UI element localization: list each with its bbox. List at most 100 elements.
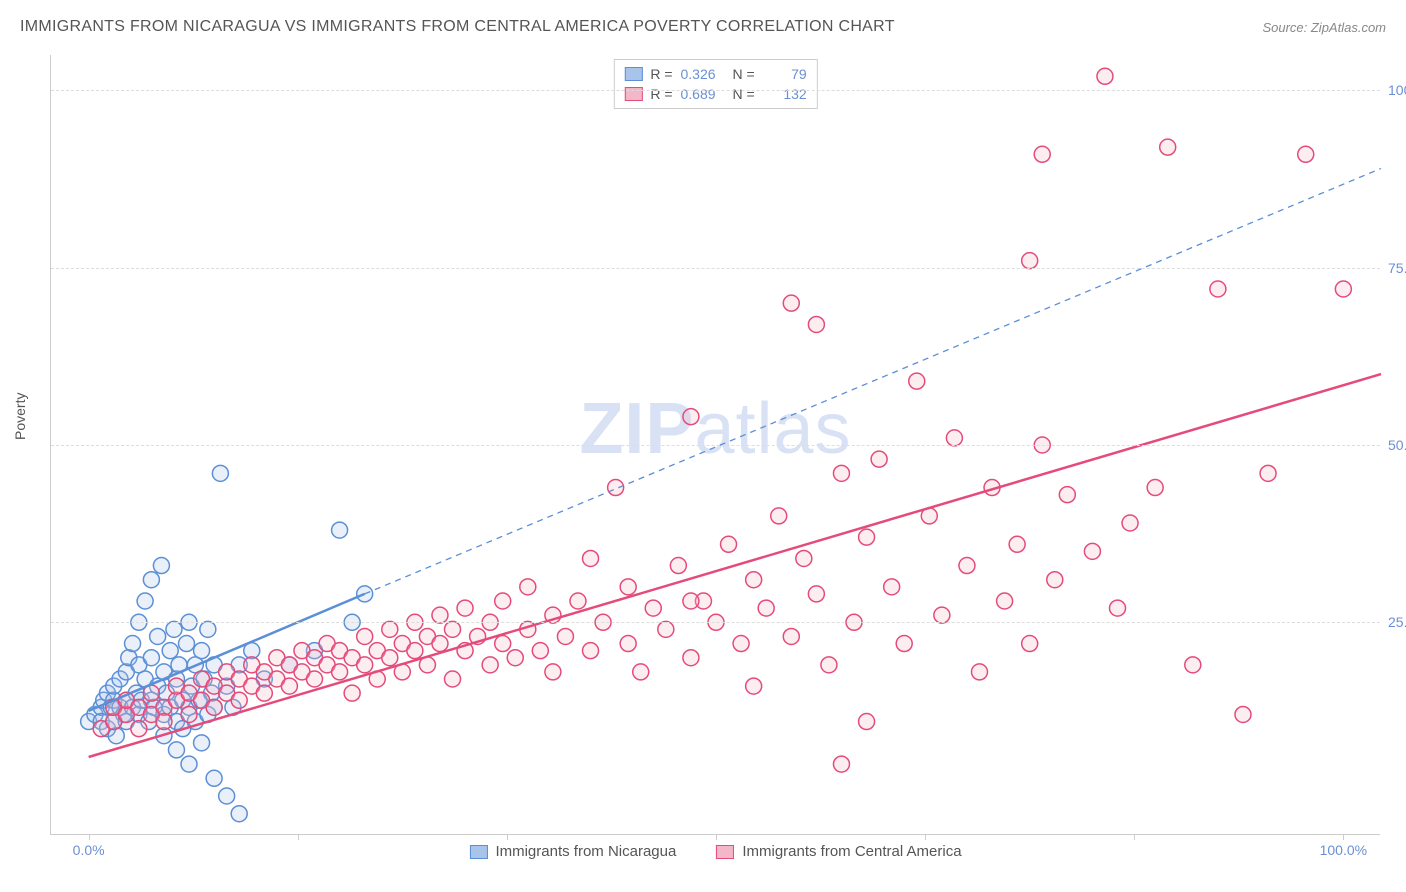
data-point	[432, 636, 448, 652]
data-point	[645, 600, 661, 616]
data-point	[583, 550, 599, 566]
data-point	[143, 572, 159, 588]
data-point	[206, 699, 222, 715]
data-point	[1022, 636, 1038, 652]
x-tick-mark	[716, 834, 717, 840]
grid-line	[51, 90, 1380, 91]
data-point	[200, 621, 216, 637]
data-point	[896, 636, 912, 652]
data-point	[357, 657, 373, 673]
data-point	[758, 600, 774, 616]
legend-swatch	[469, 845, 487, 859]
data-point	[833, 756, 849, 772]
data-point	[934, 607, 950, 623]
data-point	[608, 480, 624, 496]
data-point	[306, 671, 322, 687]
data-point	[137, 593, 153, 609]
data-point	[1235, 706, 1251, 722]
source-attribution: Source: ZipAtlas.com	[1262, 20, 1386, 35]
data-point	[1009, 536, 1025, 552]
legend-n-value: 79	[763, 64, 807, 84]
data-point	[150, 628, 166, 644]
data-point	[156, 714, 172, 730]
data-point	[683, 409, 699, 425]
correlation-legend: R = 0.326 N = 79R = 0.689 N = 132	[613, 59, 817, 109]
data-point	[871, 451, 887, 467]
data-point	[332, 664, 348, 680]
data-point	[179, 636, 195, 652]
data-point	[633, 664, 649, 680]
data-point	[407, 643, 423, 659]
data-point	[495, 593, 511, 609]
y-axis-label: Poverty	[12, 393, 28, 440]
data-point	[771, 508, 787, 524]
y-tick-label: 100.0%	[1388, 82, 1406, 98]
data-point	[520, 579, 536, 595]
data-point	[1185, 657, 1201, 673]
data-point	[1084, 543, 1100, 559]
data-point	[796, 550, 812, 566]
data-point	[859, 714, 875, 730]
y-tick-label: 25.0%	[1388, 614, 1406, 630]
data-point	[620, 636, 636, 652]
data-point	[1147, 480, 1163, 496]
data-point	[206, 770, 222, 786]
data-point	[570, 593, 586, 609]
data-point	[131, 721, 147, 737]
data-point	[1022, 253, 1038, 269]
legend-n-label: N =	[733, 84, 755, 104]
trend-line	[89, 374, 1381, 757]
data-point	[997, 593, 1013, 609]
data-point	[971, 664, 987, 680]
data-point	[457, 600, 473, 616]
data-point	[344, 685, 360, 701]
data-point	[1122, 515, 1138, 531]
data-point	[1059, 487, 1075, 503]
data-point	[721, 536, 737, 552]
legend-r-value: 0.326	[681, 64, 725, 84]
data-point	[162, 643, 178, 659]
trend-line-extrapolated	[365, 168, 1381, 593]
data-point	[231, 692, 247, 708]
data-point	[181, 756, 197, 772]
x-tick-label: 0.0%	[73, 842, 105, 858]
data-point	[143, 650, 159, 666]
data-point	[909, 373, 925, 389]
grid-line	[51, 622, 1380, 623]
data-point	[445, 621, 461, 637]
data-point	[783, 295, 799, 311]
data-point	[281, 678, 297, 694]
data-point	[1097, 68, 1113, 84]
data-point	[332, 522, 348, 538]
data-point	[445, 671, 461, 687]
data-point	[256, 685, 272, 701]
legend-stat-row: R =0.326N =79	[624, 64, 806, 84]
data-point	[884, 579, 900, 595]
x-tick-mark	[298, 834, 299, 840]
data-point	[658, 621, 674, 637]
data-point	[153, 558, 169, 574]
y-tick-label: 75.0%	[1388, 260, 1406, 276]
legend-series-label: Immigrants from Nicaragua	[495, 843, 676, 860]
data-point	[1160, 139, 1176, 155]
legend-r-label: R =	[650, 64, 672, 84]
data-point	[683, 593, 699, 609]
data-point	[482, 657, 498, 673]
chart-title: IMMIGRANTS FROM NICARAGUA VS IMMIGRANTS …	[20, 18, 895, 36]
data-point	[746, 678, 762, 694]
series-legend: Immigrants from Nicaragua Immigrants from…	[469, 843, 961, 860]
data-point	[821, 657, 837, 673]
legend-n-value: 132	[763, 84, 807, 104]
data-point	[219, 788, 235, 804]
legend-r-label: R =	[650, 84, 672, 104]
data-point	[495, 636, 511, 652]
data-point	[194, 735, 210, 751]
x-tick-mark	[1134, 834, 1135, 840]
legend-r-value: 0.689	[681, 84, 725, 104]
legend-series-item: Immigrants from Nicaragua	[469, 843, 676, 860]
legend-stat-row: R = 0.689 N = 132	[624, 84, 806, 104]
grid-line	[51, 268, 1380, 269]
data-point	[859, 529, 875, 545]
data-point	[382, 650, 398, 666]
legend-series-item: Immigrants from Central America	[716, 843, 961, 860]
